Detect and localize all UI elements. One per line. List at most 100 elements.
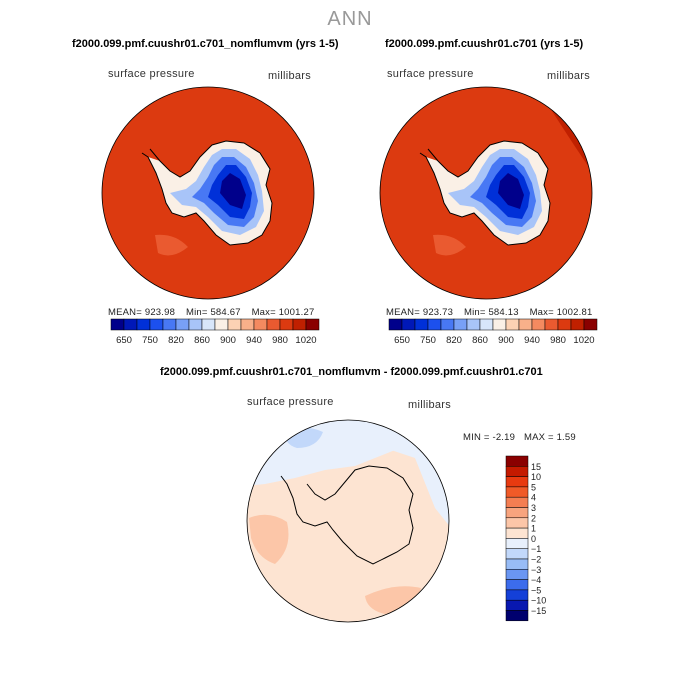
panel-2-min-value: 584.13: [488, 307, 519, 318]
diff-min-label: MIN =: [463, 432, 490, 443]
colorbar-1-swatch-14: [292, 318, 307, 331]
colorbar-1-tick-label: 820: [168, 335, 184, 346]
colorbar-diff-swatch-7: [505, 527, 529, 539]
diff-max-value: 1.59: [556, 432, 576, 443]
panel-2-min-label: Min=: [463, 307, 486, 318]
colorbar-diff-swatch-10: [505, 558, 529, 570]
diff-map-border: [246, 419, 450, 623]
colorbar-2-tick-label: 900: [498, 335, 514, 346]
panel-2-stats: MEAN= 923.73 Min= 584.13 Max= 1002.81: [386, 307, 592, 318]
colorbar-diff-swatch-12: [505, 579, 529, 591]
colorbar-2-swatch-2: [414, 318, 429, 331]
colorbar-1-swatch-7: [201, 318, 216, 331]
colorbar-diff-swatch-9: [505, 548, 529, 560]
colorbar-diff-tick-label: 0: [531, 534, 536, 544]
panel-2-mean-value: 923.73: [422, 307, 454, 318]
colorbar-diff-tick-label: 10: [531, 472, 541, 482]
colorbar-2-tick-label: 940: [524, 335, 540, 346]
panel-1-min-label: Min=: [185, 307, 208, 318]
panel-1-units-label: millibars: [268, 70, 312, 82]
panel-1-mean-label: MEAN=: [108, 307, 142, 318]
colorbar-2-tick-label: 750: [420, 335, 436, 346]
panel-1-max-label: Max=: [251, 307, 276, 318]
panel-2-variable-label: surface pressure: [387, 68, 474, 80]
colorbar-diff-tick-label: −4: [531, 575, 541, 585]
diff-max-label: MAX =: [523, 432, 554, 443]
colorbar-1-tick-label: 940: [246, 335, 262, 346]
colorbar-2-swatch-10: [518, 318, 533, 331]
colorbar-1-swatch-9: [227, 318, 242, 331]
panel-2-title: f2000.099.pmf.cuushr01.c701 (yrs 1-5): [385, 38, 584, 50]
colorbar-2-swatch-14: [570, 318, 585, 331]
panel-1-min-value: 584.67: [210, 307, 241, 318]
colorbar-diff-swatch-14: [505, 599, 529, 611]
colorbar-1-tick-label: 750: [142, 335, 158, 346]
panel-2-mean-label: MEAN=: [386, 307, 420, 318]
colorbar-diff-swatch-4: [505, 496, 529, 508]
panel-2-units-label: millibars: [547, 70, 591, 82]
panel-1-mean-value: 923.98: [144, 307, 176, 318]
colorbar-diff-tick-label: 5: [531, 482, 536, 492]
colorbar-diff-tick-label: −5: [531, 585, 541, 595]
colorbar-2-tick-label: 650: [394, 335, 410, 346]
colorbar-2-swatch-5: [453, 318, 468, 331]
colorbar-diff-swatch-3: [505, 486, 529, 498]
colorbar-2-swatch-0: [388, 318, 403, 331]
colorbar-diff-swatch-0: [505, 455, 529, 467]
colorbar-diff-swatch-15: [505, 610, 529, 622]
colorbar-2-tick-label: 860: [472, 335, 488, 346]
colorbar-diff-tick-label: −2: [531, 555, 541, 565]
diff-positive-south: [365, 586, 421, 614]
colorbar-2-swatch-9: [505, 318, 520, 331]
colorbar-1-swatch-12: [266, 318, 281, 331]
map-1-border: [101, 86, 315, 300]
colorbar-2-swatch-15: [583, 318, 598, 331]
panel-1-title: f2000.099.pmf.cuushr01.c701_nomflumvm (y…: [72, 38, 339, 50]
diff-positive-west: [249, 514, 289, 564]
map-panel-2: [379, 86, 593, 300]
colorbar-2-swatch-11: [531, 318, 546, 331]
map-panel-diff: [246, 419, 450, 623]
panel-2-max-value: 1002.81: [556, 307, 593, 318]
colorbar-diff-swatch-5: [505, 507, 529, 519]
map-1-low-ross-sea: [155, 234, 188, 256]
panel-1-stats: MEAN= 923.98 Min= 584.67 Max= 1001.27: [108, 307, 314, 318]
colorbar-2-swatch-8: [492, 318, 507, 331]
colorbar-1-swatch-5: [175, 318, 190, 331]
colorbar-2-swatch-12: [544, 318, 559, 331]
colorbar-1-swatch-11: [253, 318, 268, 331]
map-2-border: [379, 86, 593, 300]
diff-coastline: [280, 465, 414, 565]
colorbar-diff-swatch-8: [505, 538, 529, 549]
colorbar-1-swatch-13: [279, 318, 294, 331]
colorbar-diff-tick-label: 4: [531, 493, 536, 503]
colorbar-1-swatch-6: [188, 318, 203, 331]
colorbar-1-swatch-1: [123, 318, 138, 331]
map-2-coastline: [419, 140, 551, 246]
colorbar-diff-swatch-6: [505, 517, 529, 529]
colorbar-2-swatch-13: [557, 318, 572, 331]
colorbar-diff-tick-label: −15: [531, 606, 546, 616]
colorbar-2-swatch-6: [466, 318, 481, 331]
colorbar-2-tick-label: 980: [550, 335, 566, 346]
colorbar-diff-swatch-2: [505, 476, 529, 488]
colorbar-1-tick-label: 1020: [295, 335, 316, 346]
colorbar-panel-1: 650 750 820 860 900 940 980 1020: [110, 318, 320, 346]
colorbar-diff-tick-label: −10: [531, 596, 546, 606]
colorbar-1-swatch-10: [240, 318, 255, 331]
map-1-ice-sheet-plateau: [220, 173, 246, 209]
main-title: ANN: [327, 8, 373, 30]
colorbar-1-swatch-3: [149, 318, 164, 331]
colorbar-1-swatch-15: [305, 318, 320, 331]
colorbar-1-tick-label: 860: [194, 335, 210, 346]
map-2-low-ross-sea: [433, 234, 466, 256]
colorbar-panel-2: 650 750 820 860 900 940 980 1020: [388, 318, 598, 346]
colorbar-1-swatch-2: [136, 318, 151, 331]
colorbar-1-swatch-8: [214, 318, 229, 331]
colorbar-2-tick-label: 820: [446, 335, 462, 346]
colorbar-2-tick-label: 1020: [573, 335, 594, 346]
colorbar-diff-swatch-1: [505, 466, 529, 477]
colorbar-1-tick-label: 650: [116, 335, 132, 346]
colorbar-diff-tick-label: 3: [531, 503, 536, 513]
map-2-ice-sheet-plateau: [498, 173, 524, 209]
